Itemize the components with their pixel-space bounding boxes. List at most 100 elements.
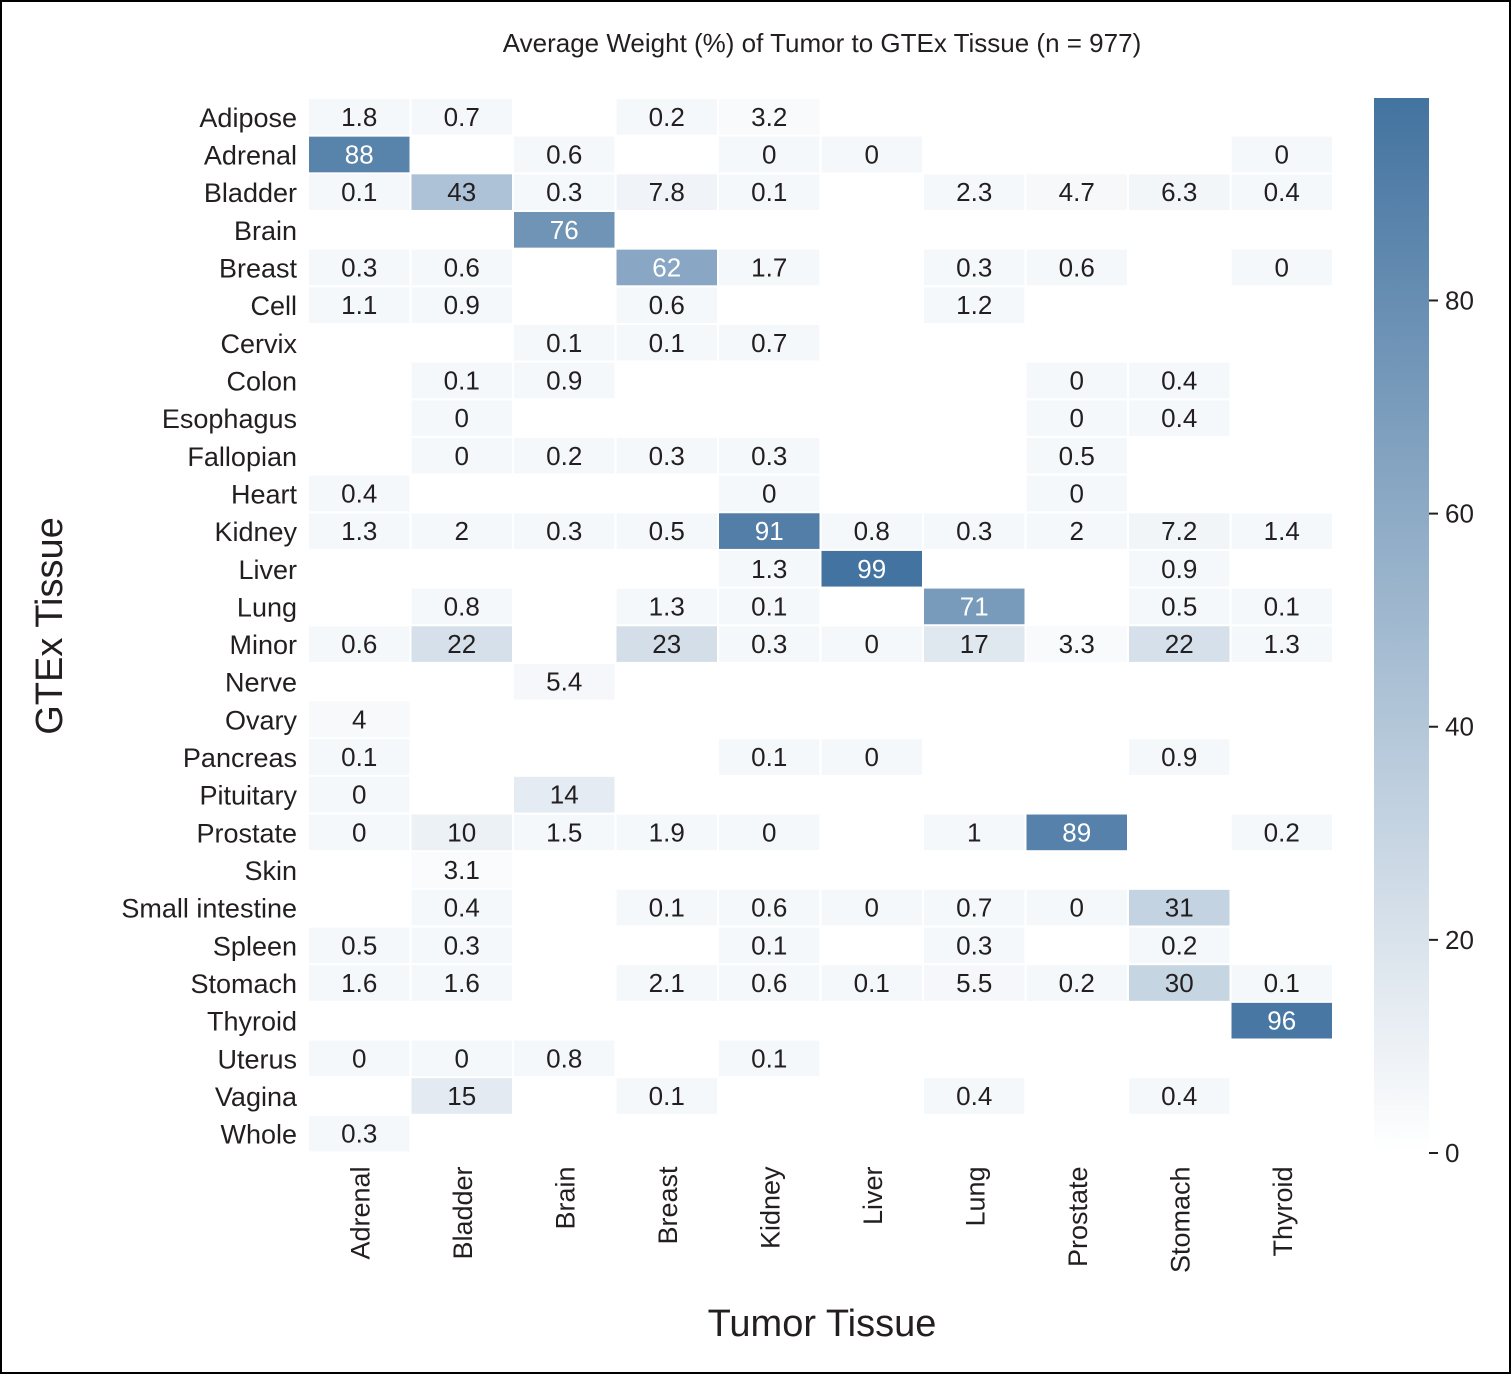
cell-value-label: 0.3 (546, 177, 582, 207)
cell-value-label: 0.2 (1264, 817, 1300, 847)
heatmap-cell (411, 400, 512, 436)
cell-value-label: 0.7 (444, 102, 480, 132)
y-tick-label: Spleen (213, 931, 297, 961)
heatmap-cell (1026, 965, 1127, 1001)
cell-value-label: 96 (1267, 1006, 1296, 1036)
heatmap-cell (411, 626, 512, 662)
heatmap-cell (924, 174, 1025, 210)
cell-value-label: 0.1 (1264, 968, 1300, 998)
y-tick-label: Esophagus (162, 404, 297, 434)
heatmap-cell (616, 99, 717, 135)
heatmap-cell (1026, 437, 1127, 474)
cell-value-label: 0 (1070, 478, 1084, 508)
heatmap-cell (1026, 513, 1127, 549)
cell-value-label: 0 (762, 817, 776, 847)
cell-value-label: 0.4 (1161, 1081, 1197, 1111)
cell-value-label: 0.1 (751, 591, 787, 621)
cell-value-label: 0.5 (1059, 441, 1095, 471)
cell-value-label: 1.6 (341, 968, 377, 998)
cell-value-label: 0.6 (546, 139, 582, 169)
heatmap-cell (1231, 136, 1332, 173)
heatmap-cell (514, 1040, 615, 1077)
heatmap-cell (1129, 174, 1230, 210)
y-tick-label: Adrenal (204, 140, 297, 170)
cell-value-label: 1.2 (956, 290, 992, 320)
cell-value-label: 0.1 (546, 328, 582, 358)
cell-value-label: 0 (1275, 252, 1289, 282)
heatmap-cell (1231, 965, 1332, 1001)
cell-value-label: 0.3 (956, 516, 992, 546)
y-tick-label: Stomach (190, 969, 297, 999)
y-tick-label: Ovary (225, 705, 298, 735)
heatmap-cell (309, 1040, 410, 1077)
y-tick-label: Nerve (225, 668, 297, 698)
cell-value-label: 88 (345, 139, 374, 169)
heatmap-cell (616, 1078, 717, 1114)
heatmap-cell (616, 513, 717, 549)
heatmap-cell (1129, 965, 1230, 1001)
heatmap-cell (719, 889, 820, 926)
cell-value-label: 1 (967, 817, 981, 847)
cell-value-label: 0 (455, 403, 469, 433)
cell-value-label: 15 (447, 1081, 476, 1111)
heatmap-cell (924, 287, 1025, 323)
cell-value-label: 0.4 (1161, 403, 1197, 433)
cell-value-label: 7.8 (649, 177, 685, 207)
cell-value-label: 0.1 (341, 177, 377, 207)
cell-value-label: 0.1 (751, 742, 787, 772)
cell-value-label: 0.6 (1059, 252, 1095, 282)
heatmap-cell (411, 889, 512, 926)
cell-value-label: 0.1 (649, 328, 685, 358)
cell-value-label: 0.5 (1161, 591, 1197, 621)
heatmap-cell (514, 437, 615, 474)
cell-value-label: 3.3 (1059, 629, 1095, 659)
cell-value-label: 2 (455, 516, 469, 546)
heatmap-cell (514, 324, 615, 361)
y-tick-label: Adipose (199, 103, 297, 133)
cell-value-label: 0.3 (341, 1119, 377, 1149)
cell-value-label: 22 (447, 629, 476, 659)
cell-value-label: 0 (1070, 403, 1084, 433)
cell-value-label: 10 (447, 817, 476, 847)
cell-value-label: 5.4 (546, 667, 582, 697)
heatmap-cell (821, 889, 922, 926)
y-tick-label: Small intestine (121, 894, 297, 924)
cell-value-label: 99 (857, 554, 886, 584)
chart-title: Average Weight (%) of Tumor to GTEx Tiss… (503, 28, 1141, 58)
heatmap-cell (924, 513, 1025, 549)
cell-value-label: 0.7 (751, 328, 787, 358)
cell-value-label: 1.3 (649, 591, 685, 621)
x-tick-label: Prostate (1063, 1166, 1093, 1267)
heatmap-cell (719, 739, 820, 775)
x-tick-label: Breast (653, 1166, 683, 1245)
heatmap-cell (1129, 550, 1230, 587)
heatmap-cell (719, 249, 820, 286)
y-tick-label: Pancreas (183, 743, 297, 773)
heatmap-cell (821, 550, 922, 587)
cell-value-label: 0.4 (956, 1081, 992, 1111)
cell-value-label: 0.7 (956, 893, 992, 923)
heatmap-cell (411, 1078, 512, 1114)
heatmap-cell (616, 287, 717, 323)
cell-value-label: 0.1 (341, 742, 377, 772)
x-tick-label: Kidney (755, 1166, 785, 1249)
heatmap-cell (719, 324, 820, 361)
heatmap-cell (309, 99, 410, 135)
heatmap-cell (1231, 174, 1332, 210)
x-tick-label: Liver (858, 1166, 888, 1225)
cell-value-label: 2.1 (649, 968, 685, 998)
heatmap-cell (309, 776, 410, 813)
heatmap-cell (719, 437, 820, 474)
cell-value-label: 0 (762, 478, 776, 508)
cell-value-label: 1.3 (1264, 629, 1300, 659)
heatmap-cell (514, 663, 615, 700)
y-tick-label: Kidney (214, 517, 297, 547)
y-tick-label: Lung (237, 592, 297, 622)
y-tick-label: Vagina (215, 1082, 298, 1112)
cell-value-label: 1.1 (341, 290, 377, 320)
heatmap-cell (1129, 1078, 1230, 1114)
y-tick-label: Breast (219, 253, 298, 283)
cell-value-label: 17 (960, 629, 989, 659)
x-axis-label: Tumor Tissue (708, 1303, 937, 1345)
